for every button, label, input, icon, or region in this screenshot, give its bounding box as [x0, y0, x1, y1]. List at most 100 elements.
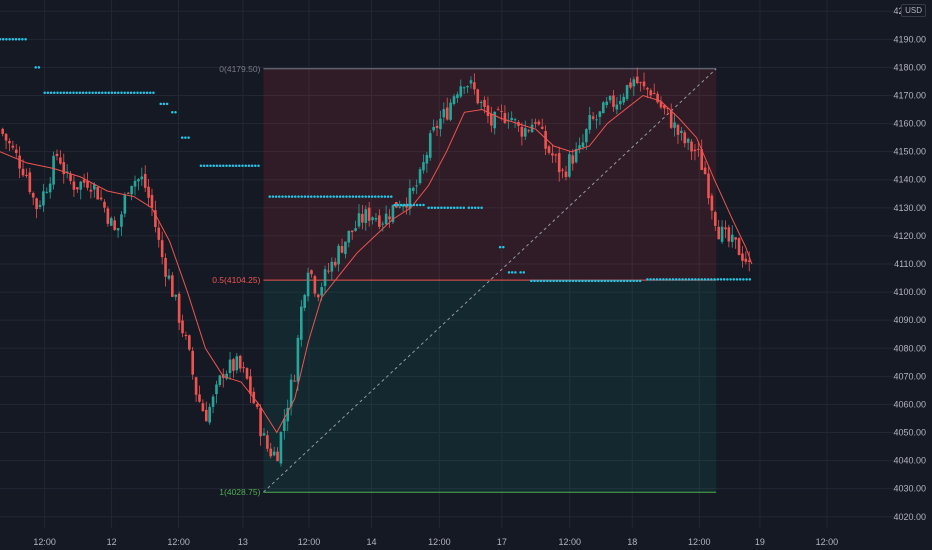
candle-body	[395, 201, 398, 208]
candle	[469, 76, 473, 89]
level-dot	[674, 278, 678, 281]
candle-body	[310, 270, 313, 275]
level-dot	[581, 279, 584, 283]
candle-body	[408, 188, 412, 209]
candle-body	[188, 335, 191, 350]
level-dot	[370, 195, 374, 198]
level-dot	[610, 279, 613, 283]
candle-body	[459, 86, 463, 97]
level-dot	[338, 195, 342, 198]
candle	[106, 206, 110, 227]
level-dot	[117, 91, 120, 94]
candle	[245, 367, 249, 381]
level-dot	[49, 91, 53, 94]
level-dot	[94, 91, 98, 94]
level-dot	[700, 278, 704, 281]
candle-body	[690, 141, 693, 152]
candle	[547, 144, 551, 155]
level-dot	[91, 91, 94, 94]
candle-body	[259, 407, 262, 437]
currency-label: USD	[901, 4, 926, 17]
candle-body	[405, 204, 408, 208]
candle	[646, 86, 649, 99]
level-dot	[393, 203, 396, 207]
candle	[618, 94, 622, 110]
candle-body	[184, 335, 188, 337]
candle	[150, 188, 154, 216]
candle	[303, 293, 306, 312]
candle-body	[147, 186, 150, 198]
candle-body	[65, 171, 69, 173]
y-tick-label: 4190.00	[893, 34, 926, 44]
level-dot	[78, 91, 82, 94]
candle-body	[157, 227, 161, 240]
candle	[238, 354, 242, 373]
candle-body	[639, 82, 642, 84]
level-dot	[351, 195, 355, 198]
candle-body	[483, 99, 486, 107]
candle-body	[266, 435, 269, 449]
candle-body	[744, 258, 748, 262]
candle	[635, 67, 639, 85]
candle	[602, 101, 605, 114]
level-dot	[300, 195, 303, 198]
level-segment	[530, 279, 642, 283]
level-dot	[97, 91, 101, 94]
candle	[669, 103, 673, 129]
candle	[103, 199, 106, 213]
candle	[612, 90, 615, 112]
candle	[561, 167, 564, 179]
candle-body	[306, 272, 310, 297]
candle	[649, 88, 653, 99]
level-dot	[409, 203, 412, 207]
candle	[357, 204, 361, 229]
candle-body	[130, 185, 133, 195]
candle	[93, 182, 96, 198]
candle	[741, 246, 744, 268]
candle	[184, 331, 188, 340]
level-dot	[600, 279, 603, 283]
level-segment	[498, 245, 505, 249]
level-dot	[72, 91, 75, 94]
candle	[327, 262, 330, 274]
y-axis: 4020.00 4030.00 4040.00 4050.00 4060.00 4070.…	[893, 6, 926, 522]
candle-body	[391, 204, 395, 223]
level-dot	[287, 195, 291, 198]
level-dot	[732, 278, 736, 281]
candle	[323, 265, 327, 294]
level-segment	[43, 91, 155, 94]
candle	[367, 201, 371, 227]
candle-body	[303, 294, 306, 308]
candle-body	[154, 210, 157, 227]
candle-body	[710, 195, 714, 211]
candle-body	[323, 269, 327, 287]
candle	[21, 159, 25, 178]
candle	[177, 291, 181, 331]
candle	[639, 81, 642, 92]
level-dot	[380, 195, 383, 198]
level-dot	[215, 164, 219, 167]
level-dot	[332, 195, 335, 198]
level-dot	[136, 91, 139, 94]
candle	[289, 373, 293, 416]
level-dot	[123, 91, 126, 94]
candle	[313, 274, 317, 297]
level-dot	[162, 102, 166, 106]
level-dot	[449, 206, 453, 210]
x-tick-label: 12:00	[816, 537, 839, 547]
candle	[333, 257, 337, 268]
candle-body	[401, 204, 405, 207]
x-tick-label: 12:00	[558, 537, 581, 547]
level-segment	[268, 195, 393, 198]
level-dot	[415, 203, 419, 207]
candle	[59, 150, 62, 165]
candle	[279, 431, 283, 467]
candle-body	[428, 133, 432, 158]
y-tick-label: 4040.00	[893, 456, 926, 466]
candle	[605, 97, 609, 108]
candle-body	[194, 377, 198, 395]
x-tick-label: 17	[497, 537, 507, 547]
level-dot	[745, 278, 748, 281]
candle-body	[500, 111, 503, 113]
